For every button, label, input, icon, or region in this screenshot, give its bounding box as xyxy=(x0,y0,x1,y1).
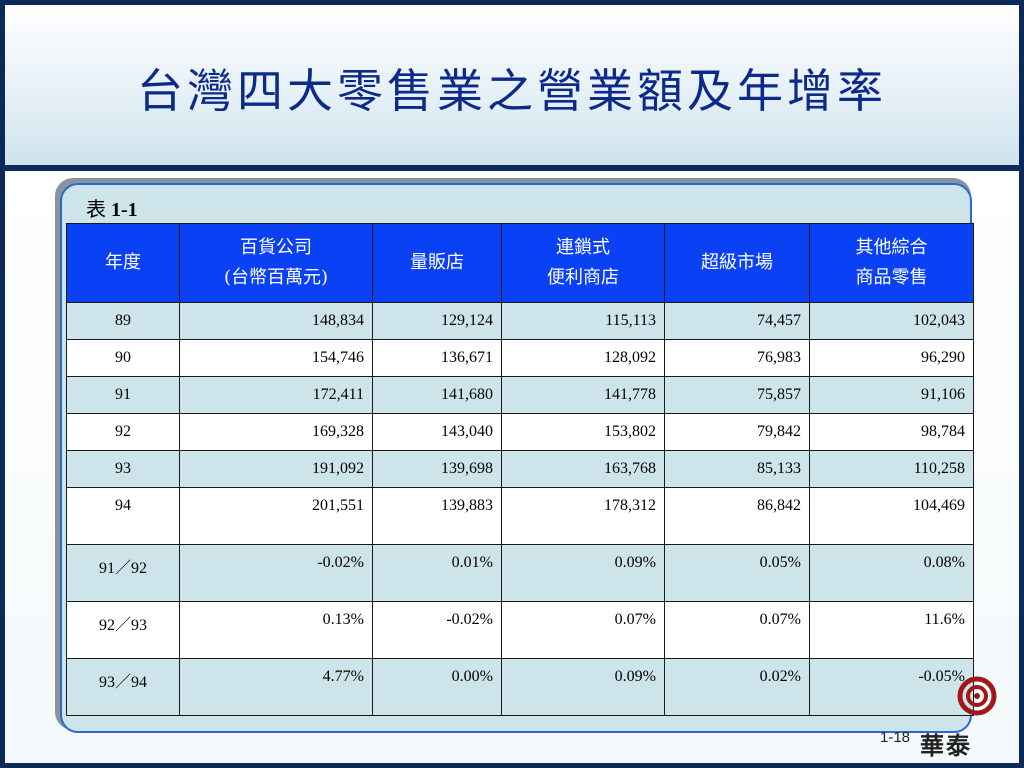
cell-other-retail: 91,106 xyxy=(809,376,974,414)
table-row: 89 148,834 129,124 115,113 74,457 102,04… xyxy=(66,302,974,340)
cell-supermarket: 76,983 xyxy=(664,339,810,377)
cell-convenience-store: 141,778 xyxy=(501,376,665,414)
title-divider xyxy=(5,165,1019,171)
header-year: 年度 xyxy=(66,223,180,303)
page-number: 1-18 xyxy=(880,729,911,746)
cell-supermarket: 0.05% xyxy=(664,544,810,602)
table-row: 92 169,328 143,040 153,802 79,842 98,784 xyxy=(66,413,974,451)
table-row: 93 191,092 139,698 163,768 85,133 110,25… xyxy=(66,450,974,488)
cell-supermarket: 0.07% xyxy=(664,601,810,659)
cell-hypermarket: 139,883 xyxy=(372,487,502,545)
cell-other-retail: 0.08% xyxy=(809,544,974,602)
cell-year: 92 xyxy=(66,413,180,451)
cell-year: 92／93 xyxy=(66,601,180,659)
growth-row: 93／94 4.77% 0.00% 0.09% 0.02% -0.05% xyxy=(66,658,974,716)
cell-other-retail: 102,043 xyxy=(809,302,974,340)
cell-convenience-store: 178,312 xyxy=(501,487,665,545)
cell-department-store: 172,411 xyxy=(179,376,373,414)
cell-hypermarket: 139,698 xyxy=(372,450,502,488)
retail-sales-table: 年度 百貨公司 (台幣百萬元) 量販店 連鎖式 便利商店 超級市場 其他綜合 商品零售… xyxy=(66,223,974,716)
table-row: 90 154,746 136,671 128,092 76,983 96,290 xyxy=(66,339,974,377)
header-row: 年度 百貨公司 (台幣百萬元) 量販店 連鎖式 便利商店 超級市場 其他綜合 商品零售 xyxy=(66,223,974,303)
slide-title: 台灣四大零售業之營業額及年增率 xyxy=(137,64,887,118)
cell-other-retail: 96,290 xyxy=(809,339,974,377)
cell-other-retail: 98,784 xyxy=(809,413,974,451)
growth-row: 91／92 -0.02% 0.01% 0.09% 0.05% 0.08% xyxy=(66,544,974,602)
cell-supermarket: 79,842 xyxy=(664,413,810,451)
cell-department-store: 201,551 xyxy=(179,487,373,545)
header-department-store: 百貨公司 (台幣百萬元) xyxy=(179,223,373,303)
cell-convenience-store: 128,092 xyxy=(501,339,665,377)
cell-department-store: 154,746 xyxy=(179,339,373,377)
title-area: 台灣四大零售業之營業額及年增率 xyxy=(5,5,1019,165)
cell-convenience-store: 153,802 xyxy=(501,413,665,451)
brand-name: 華泰 xyxy=(920,731,972,760)
table-row: 91 172,411 141,680 141,778 75,857 91,106 xyxy=(66,376,974,414)
cell-year: 94 xyxy=(66,487,180,545)
cell-supermarket: 85,133 xyxy=(664,450,810,488)
cell-other-retail: 104,469 xyxy=(809,487,974,545)
table-row: 94 201,551 139,883 178,312 86,842 104,46… xyxy=(66,487,974,545)
cell-supermarket: 0.02% xyxy=(664,658,810,716)
cell-department-store: 169,328 xyxy=(179,413,373,451)
cell-hypermarket: -0.02% xyxy=(372,601,502,659)
cell-year: 91 xyxy=(66,376,180,414)
cell-department-store: -0.02% xyxy=(179,544,373,602)
caption-number: 1-1 xyxy=(111,199,138,221)
cell-convenience-store: 0.09% xyxy=(501,544,665,602)
cell-department-store: 148,834 xyxy=(179,302,373,340)
cell-other-retail: -0.05% xyxy=(809,658,974,716)
cell-hypermarket: 0.00% xyxy=(372,658,502,716)
caption-prefix: 表 xyxy=(86,199,106,221)
cell-convenience-store: 163,768 xyxy=(501,450,665,488)
header-other-retail: 其他綜合 商品零售 xyxy=(809,223,974,303)
cell-supermarket: 86,842 xyxy=(664,487,810,545)
table-caption: 表 1-1 xyxy=(86,193,138,222)
cell-hypermarket: 129,124 xyxy=(372,302,502,340)
cell-hypermarket: 0.01% xyxy=(372,544,502,602)
cell-year: 91／92 xyxy=(66,544,180,602)
cell-year: 90 xyxy=(66,339,180,377)
header-hypermarket: 量販店 xyxy=(372,223,502,303)
cell-year: 93／94 xyxy=(66,658,180,716)
growth-row: 92／93 0.13% -0.02% 0.07% 0.07% 11.6% xyxy=(66,601,974,659)
cell-hypermarket: 136,671 xyxy=(372,339,502,377)
cell-supermarket: 75,857 xyxy=(664,376,810,414)
header-convenience-store: 連鎖式 便利商店 xyxy=(501,223,665,303)
cell-convenience-store: 0.09% xyxy=(501,658,665,716)
cell-department-store: 4.77% xyxy=(179,658,373,716)
cell-other-retail: 11.6% xyxy=(809,601,974,659)
cell-convenience-store: 0.07% xyxy=(501,601,665,659)
cell-convenience-store: 115,113 xyxy=(501,302,665,340)
cell-hypermarket: 141,680 xyxy=(372,376,502,414)
cell-hypermarket: 143,040 xyxy=(372,413,502,451)
cell-department-store: 191,092 xyxy=(179,450,373,488)
cell-year: 93 xyxy=(66,450,180,488)
brand-swirl-icon xyxy=(957,676,997,716)
header-supermarket: 超級市場 xyxy=(664,223,810,303)
cell-department-store: 0.13% xyxy=(179,601,373,659)
cell-supermarket: 74,457 xyxy=(664,302,810,340)
cell-year: 89 xyxy=(66,302,180,340)
cell-other-retail: 110,258 xyxy=(809,450,974,488)
